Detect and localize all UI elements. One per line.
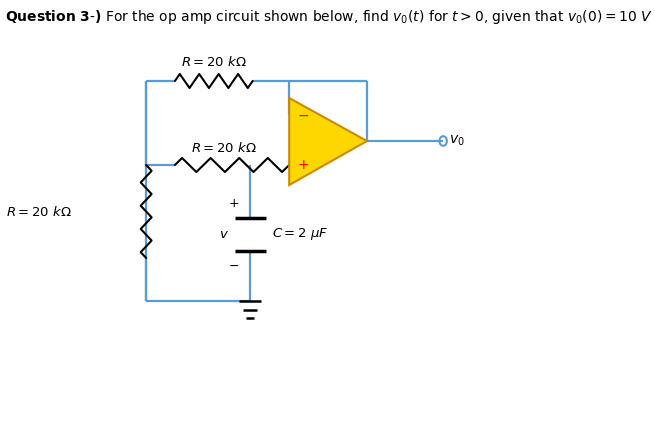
Text: $R = 20\ k\Omega$: $R = 20\ k\Omega$ xyxy=(181,55,247,69)
Text: $+$: $+$ xyxy=(227,197,239,210)
Text: $v_0$: $v_0$ xyxy=(449,134,465,148)
Text: $R = 20\ k\Omega$: $R = 20\ k\Omega$ xyxy=(191,141,257,155)
Text: $R = 20\ k\Omega$: $R = 20\ k\Omega$ xyxy=(6,204,72,219)
Text: $-$: $-$ xyxy=(297,108,309,122)
Text: $v$: $v$ xyxy=(219,228,229,241)
Text: $-$: $-$ xyxy=(228,259,239,272)
Text: $+$: $+$ xyxy=(297,158,309,172)
Text: $C = 2\ \mu F$: $C = 2\ \mu F$ xyxy=(272,226,329,242)
Text: $\bf{Question\ 3\text{-})}$ For the op amp circuit shown below, find $v_0(t)$ fo: $\bf{Question\ 3\text{-})}$ For the op a… xyxy=(5,8,654,26)
Polygon shape xyxy=(290,98,367,185)
